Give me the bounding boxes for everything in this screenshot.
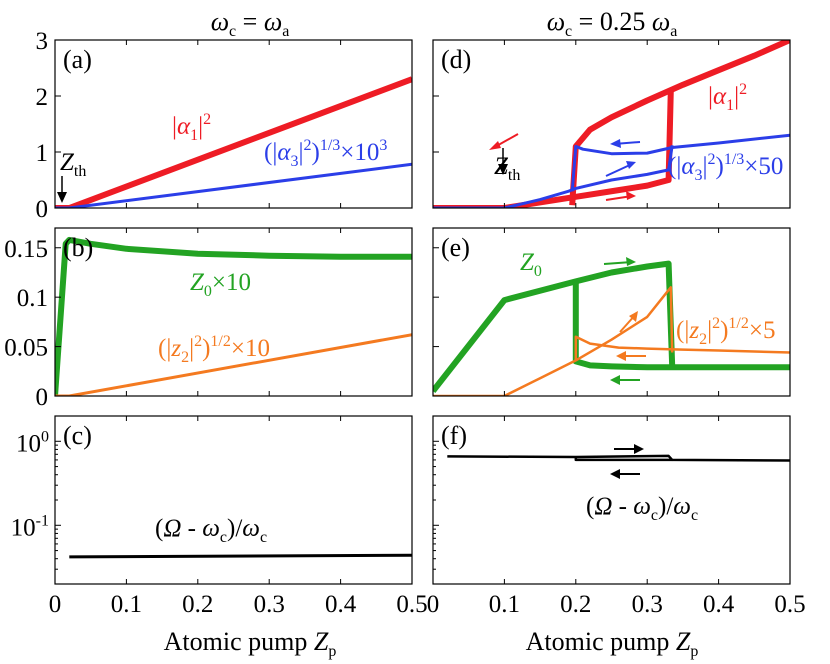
y-tick-label: 0: [36, 196, 49, 223]
y-tick-label: 0.1: [17, 285, 48, 312]
x-tick-label: 0.1: [111, 591, 142, 618]
zth-label-a: Zth: [60, 149, 86, 180]
panel-frame: [432, 39, 791, 209]
series-line-a-1: [55, 162, 412, 208]
arrow-e-green-upper: [603, 257, 636, 266]
panel-frame: [54, 415, 413, 585]
x-tick-label: 0.5: [774, 591, 805, 618]
series-line-e-2: [433, 286, 674, 396]
panel-label: (e): [441, 233, 470, 262]
panel-c: (c) 0 0.1 0.2 0.3 0.4 0.5 100 10-1: [11, 415, 428, 618]
panel-frame: [432, 227, 791, 397]
y-tick-label: 0.05: [4, 335, 48, 362]
annotation-d-alpha3: (|α3|2)1/3×50: [668, 151, 783, 184]
left-column-title: ωc = ωa: [211, 7, 290, 40]
annotation-e-z0: Z0: [520, 249, 542, 280]
x-tick-label: 0.3: [632, 591, 663, 618]
series-line-d-0: [433, 90, 674, 208]
panel-label: (a): [63, 45, 92, 74]
panel-label: (f): [441, 421, 467, 450]
arrow-d-blue-lower: [605, 161, 636, 177]
zth-arrowhead-d: [498, 164, 508, 175]
arrow-e-green-lower: [610, 375, 640, 385]
annotation-c-omega: (Ω - ωc)/ωc: [155, 515, 267, 546]
annotation-b-z2: (|z2|2)1/2×10: [158, 333, 270, 366]
annotation-d-alpha1: |α1|2: [708, 81, 747, 114]
y-tick-label: 100: [16, 428, 49, 457]
arrow-e-orange-lower: [616, 351, 646, 361]
x-tick-label: 0.4: [703, 591, 735, 618]
panel-label: (d): [441, 45, 471, 74]
x-tick-label: 0.1: [489, 591, 520, 618]
arrow-d-blue-upper: [610, 139, 641, 148]
panel-frame: [54, 39, 413, 209]
annotation-e-z2: (|z2|2)1/2×5: [676, 315, 775, 348]
x-tick-label: 0.2: [182, 591, 213, 618]
arrow-d-red-upper: [489, 133, 519, 150]
x-tick-label: 0.3: [254, 591, 285, 618]
panel-b: (b) 0 0.05 0.1 0.15: [4, 227, 413, 411]
zth-label-d: Zth: [494, 153, 520, 184]
right-column-title: ωc = 0.25 ωa: [547, 7, 678, 40]
y-tick-label: 10-1: [11, 512, 49, 541]
hysteresis-arrows: [489, 133, 646, 479]
panel-label: (b): [63, 233, 93, 262]
annotation-a-alpha1: |α1|2: [172, 111, 211, 144]
x-axis-title-left: Atomic pump Zp: [164, 627, 337, 660]
x-axis-title-right: Atomic pump Zp: [526, 627, 699, 660]
zth-marker-a: Zth: [57, 149, 86, 203]
zth-marker-d: Zth: [494, 148, 520, 184]
panel-e: (e): [432, 227, 791, 397]
arrow-f-right: [614, 444, 644, 454]
panel-d: (d): [432, 39, 791, 209]
series-line-d-2: [433, 145, 674, 208]
series-line-c-0: [69, 553, 412, 559]
x-tick-label: 0: [49, 591, 62, 618]
panel-label: (c): [63, 421, 92, 450]
annotation-a-alpha3: (|α3|2)1/3×103: [264, 137, 387, 170]
y-tick-label: 1: [36, 140, 49, 167]
zth-arrowhead-a: [57, 192, 67, 203]
y-tick-label: 2: [36, 84, 49, 111]
y-tick-label: 3: [36, 28, 49, 55]
series-line-e-3: [574, 335, 790, 361]
x-tick-label: 0.5: [396, 591, 427, 618]
x-tick-label: 0: [427, 591, 440, 618]
series-line-d-3: [570, 133, 790, 192]
arrow-d-red-lower: [605, 191, 636, 201]
series-line-a-0: [55, 76, 412, 208]
series-line-e-0: [433, 260, 676, 393]
y-tick-label: 0.15: [4, 236, 48, 263]
x-tick-label: 0.4: [325, 591, 357, 618]
x-tick-label: 0.2: [560, 591, 591, 618]
series-line-b-1: [55, 333, 412, 396]
y-tick-label: 0: [36, 384, 49, 411]
series-line-f-1: [574, 457, 673, 462]
arrow-f-left: [610, 469, 640, 479]
series-line-d-1: [569, 40, 790, 206]
panel-frame: [54, 227, 413, 397]
series-line-b-0: [55, 236, 412, 396]
arrow-e-orange-upper: [619, 311, 638, 333]
series-line-e-1: [572, 279, 790, 371]
annotation-f-omega: (Ω - ωc)/ωc: [586, 493, 698, 524]
panel-a: (a) 0 1 2 3: [36, 28, 413, 223]
series-line-f-0: [447, 454, 790, 462]
annotation-b-z0: Z0×10: [190, 269, 251, 300]
panel-f: (f) 0 0.1 0.2 0.3 0.4 0.5: [427, 415, 806, 618]
